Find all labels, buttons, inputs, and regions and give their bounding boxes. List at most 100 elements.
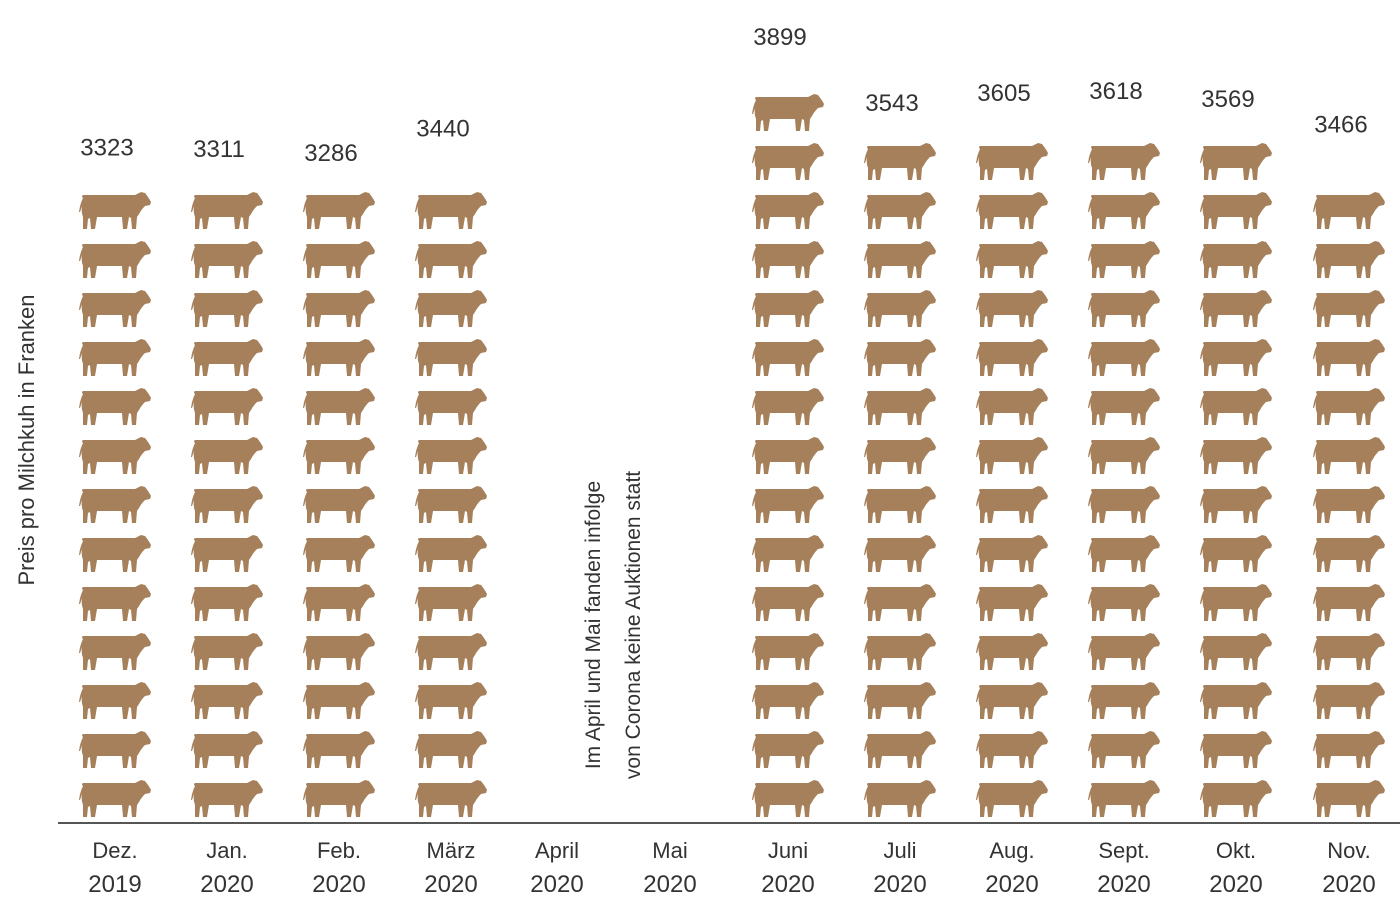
cow-icon-partial [1313,146,1385,180]
x-tick-label: Aug. [989,838,1034,863]
bar-11 [1313,146,1385,817]
x-tick-label: April [535,838,579,863]
cow-icon [976,339,1048,376]
x-tick-label: Dez. [92,838,137,863]
cow-icon [191,437,263,474]
cow-icon [1088,388,1160,425]
cow-icon [79,780,151,817]
cow-icon [976,682,1048,719]
x-tick-label: Feb. [317,838,361,863]
x-tick-label: Sept. [1098,838,1149,863]
cow-icon [1088,241,1160,278]
cow-icon [1088,486,1160,523]
cow-icon-partial [415,150,487,180]
cow-icon [79,388,151,425]
cow-icon [752,143,824,180]
cow-icon [415,486,487,523]
cow-icon [1313,339,1385,376]
cow-icon [1088,633,1160,670]
cow-icon [1200,192,1272,229]
cow-icon [191,486,263,523]
data-label: 3440 [416,116,469,143]
cow-icon [1200,682,1272,719]
cow-icon [1200,584,1272,621]
x-tick-label-year: 2019 [88,871,141,898]
cow-icon [191,290,263,327]
cow-icon [752,633,824,670]
y-axis-label: Preis pro Milchkuh in Franken [14,294,39,585]
cow-icon [864,192,936,229]
cow-icon [864,535,936,572]
cow-icon [1200,388,1272,425]
cow-icon [415,731,487,768]
cow-icon [864,731,936,768]
cow-icon [1313,682,1385,719]
x-tick-label-year: 2020 [200,871,253,898]
cow-icon [303,388,375,425]
cow-icon [864,143,936,180]
cow-icon [752,388,824,425]
cow-icon [79,535,151,572]
cow-icon [191,682,263,719]
cow-icon [976,731,1048,768]
cow-icon [191,339,263,376]
cow-icon [1088,437,1160,474]
cow-icon [191,633,263,670]
cow-icon [752,731,824,768]
cow-icon [976,633,1048,670]
cow-icon [303,731,375,768]
data-label: 3605 [977,80,1030,107]
x-tick-label: Okt. [1216,838,1256,863]
cow-icon [752,584,824,621]
cow-icon [415,682,487,719]
cow-icon [1088,290,1160,327]
cow-icon [752,192,824,229]
cow-icon [1200,780,1272,817]
cow-icon [752,682,824,719]
annotation-line-1: Im April und Mai fanden infolge [582,481,605,769]
cow-icon [79,682,151,719]
cow-icon [1313,633,1385,670]
cow-icon [864,780,936,817]
cow-icon [976,388,1048,425]
x-tick-label-year: 2020 [873,871,926,898]
cow-icon [191,535,263,572]
cow-icon [303,437,375,474]
cow-icon [191,780,263,817]
x-tick-label-year: 2020 [1322,871,1375,898]
cow-icon [303,339,375,376]
cow-icon [79,192,151,229]
x-tick-label-year: 2020 [424,871,477,898]
cow-icon [1313,780,1385,817]
data-label: 3323 [80,134,133,161]
cow-icon [1200,535,1272,572]
cow-icon [752,94,824,131]
cow-icon [1088,584,1160,621]
bar-1 [191,171,263,817]
cow-icon [191,388,263,425]
cow-icon [1088,339,1160,376]
cow-icon [1200,437,1272,474]
cow-icon [191,192,263,229]
cow-icon [303,535,375,572]
x-tick-label-year: 2020 [761,871,814,898]
cow-icon [415,535,487,572]
cow-icon [864,437,936,474]
cow-icon [303,633,375,670]
cow-icon [1088,731,1160,768]
cow-icon [415,388,487,425]
bar-8 [976,115,1048,817]
cow-icon [415,290,487,327]
cow-icon [752,437,824,474]
cow-icon [79,339,151,376]
cow-icon [1088,780,1160,817]
cow-icon [1313,241,1385,278]
cow-icon [191,241,263,278]
bar-10 [1200,120,1272,817]
data-label: 3286 [304,140,357,167]
cow-icon [976,241,1048,278]
cow-icon [976,192,1048,229]
cow-icon [1200,486,1272,523]
